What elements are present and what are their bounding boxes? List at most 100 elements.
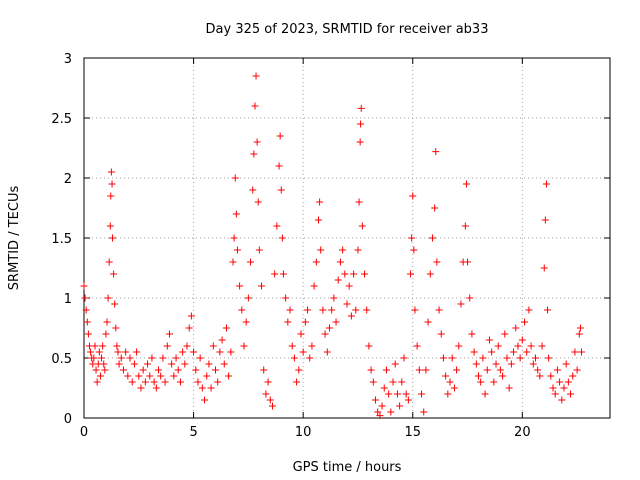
data-point bbox=[146, 372, 154, 380]
data-point bbox=[334, 276, 342, 284]
data-point bbox=[139, 366, 147, 374]
data-point bbox=[347, 312, 355, 320]
data-point bbox=[286, 306, 294, 314]
data-point bbox=[433, 258, 441, 266]
data-point bbox=[168, 360, 176, 368]
data-point bbox=[212, 366, 219, 374]
data-point bbox=[428, 234, 436, 242]
data-point bbox=[315, 216, 323, 224]
data-point bbox=[466, 294, 474, 302]
data-point bbox=[152, 384, 160, 392]
data-point bbox=[295, 366, 303, 374]
data-point bbox=[437, 330, 445, 338]
data-point bbox=[273, 222, 281, 230]
data-point bbox=[105, 258, 113, 266]
data-point bbox=[391, 360, 399, 368]
data-point bbox=[112, 324, 120, 332]
data-point bbox=[80, 282, 88, 290]
data-point bbox=[389, 378, 397, 386]
data-point bbox=[170, 372, 178, 380]
data-point bbox=[220, 360, 228, 368]
data-point bbox=[107, 168, 115, 176]
data-point bbox=[108, 180, 116, 188]
data-point bbox=[363, 306, 371, 314]
data-point bbox=[450, 384, 458, 392]
data-point bbox=[218, 336, 226, 344]
data-point bbox=[165, 330, 173, 338]
data-point bbox=[179, 348, 187, 356]
x-axis-label: GPS time / hours bbox=[293, 460, 402, 475]
x-tick-label: 15 bbox=[404, 425, 421, 440]
data-point bbox=[99, 342, 107, 350]
data-point bbox=[198, 384, 206, 392]
data-point bbox=[196, 354, 204, 362]
data-point bbox=[492, 360, 500, 368]
data-point bbox=[332, 318, 340, 326]
data-point bbox=[316, 198, 324, 206]
data-point bbox=[472, 360, 480, 368]
data-point bbox=[192, 366, 200, 374]
data-point bbox=[485, 336, 493, 344]
data-point bbox=[488, 348, 496, 356]
data-point bbox=[573, 366, 581, 374]
data-point bbox=[361, 270, 369, 278]
data-point bbox=[264, 378, 272, 386]
data-point bbox=[432, 148, 440, 156]
data-point bbox=[398, 378, 406, 386]
data-point bbox=[549, 384, 557, 392]
data-point bbox=[325, 324, 333, 332]
data-point bbox=[422, 366, 430, 374]
data-point bbox=[545, 354, 553, 362]
data-point bbox=[462, 180, 470, 188]
data-point bbox=[144, 360, 152, 368]
data-point bbox=[108, 234, 116, 242]
data-point bbox=[126, 354, 134, 362]
data-point bbox=[277, 186, 285, 194]
data-point bbox=[310, 282, 318, 290]
data-point bbox=[150, 378, 158, 386]
data-point bbox=[214, 378, 222, 386]
data-point bbox=[371, 396, 379, 404]
data-point bbox=[529, 360, 537, 368]
data-point bbox=[376, 412, 384, 420]
data-point bbox=[569, 372, 577, 380]
data-point bbox=[514, 342, 522, 350]
data-point bbox=[558, 396, 566, 404]
data-point bbox=[122, 348, 130, 356]
data-point bbox=[111, 300, 119, 308]
data-point bbox=[254, 198, 262, 206]
data-point bbox=[365, 342, 373, 350]
data-point bbox=[525, 306, 533, 314]
y-tick-label: 0.5 bbox=[51, 352, 72, 367]
data-point bbox=[106, 222, 114, 230]
data-point bbox=[231, 174, 239, 182]
data-point bbox=[124, 372, 132, 380]
data-point bbox=[304, 306, 312, 314]
data-point bbox=[407, 270, 415, 278]
data-point bbox=[227, 348, 235, 356]
data-point bbox=[103, 318, 111, 326]
data-point bbox=[119, 366, 127, 374]
data-point bbox=[510, 348, 518, 356]
data-point bbox=[276, 132, 284, 140]
data-point bbox=[253, 138, 261, 146]
data-point bbox=[571, 348, 579, 356]
data-point bbox=[163, 342, 171, 350]
data-point bbox=[357, 120, 365, 128]
data-point bbox=[418, 390, 426, 398]
data-point bbox=[203, 372, 211, 380]
data-point bbox=[128, 378, 136, 386]
data-point bbox=[453, 366, 461, 374]
data-point bbox=[282, 294, 290, 302]
data-point bbox=[251, 102, 259, 110]
data-point bbox=[93, 378, 101, 386]
data-point bbox=[479, 354, 487, 362]
data-point bbox=[356, 138, 364, 146]
data-point bbox=[339, 246, 347, 254]
data-point bbox=[236, 282, 244, 290]
data-points bbox=[80, 72, 586, 420]
data-point bbox=[115, 360, 123, 368]
data-point bbox=[457, 300, 465, 308]
x-tick-label: 5 bbox=[189, 425, 197, 440]
y-tick-label: 2.5 bbox=[51, 112, 72, 127]
